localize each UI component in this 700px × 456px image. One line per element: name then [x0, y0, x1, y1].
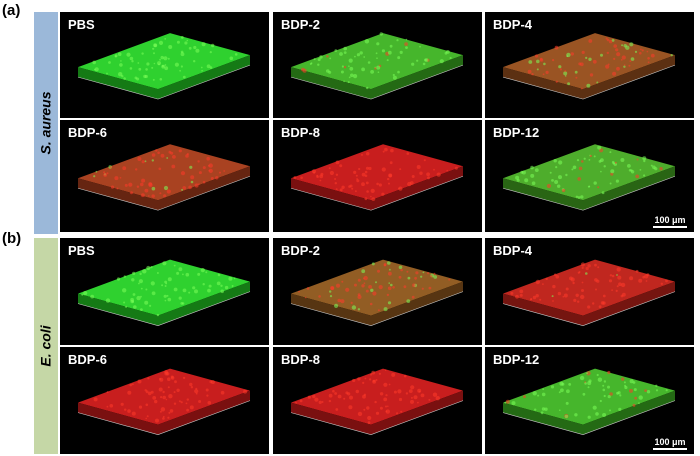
- biofilm-3d-render: [290, 32, 464, 100]
- biofilm-3d-render: [502, 144, 676, 211]
- organism-label: S. aureus: [38, 91, 54, 155]
- tile-label: BDP-8: [281, 352, 321, 367]
- micrograph-tile: PBS: [60, 12, 269, 118]
- micrograph-tile: BDP-4: [485, 12, 694, 118]
- tile-label: BDP-8: [281, 125, 321, 140]
- scale-bar-label: 100 μm: [654, 215, 686, 225]
- side-bar-s-aureus: S. aureus: [34, 12, 58, 234]
- micrograph-tile: BDP-8: [273, 347, 482, 454]
- tile-label: BDP-2: [281, 243, 321, 258]
- tile-label: BDP-12: [493, 125, 540, 140]
- tile-label: BDP-6: [68, 125, 108, 140]
- tile-label: PBS: [68, 17, 95, 32]
- biofilm-3d-render: [77, 144, 251, 211]
- micrograph-tile: BDP-12 100 μm: [485, 120, 694, 232]
- tile-label: PBS: [68, 243, 95, 258]
- panel-a-label: (a): [2, 2, 21, 19]
- biofilm-3d-render: [502, 368, 676, 435]
- biofilm-3d-render: [290, 259, 464, 326]
- tile-label: BDP-2: [281, 17, 321, 32]
- micrograph-tile: BDP-6: [60, 347, 269, 454]
- tile-label: BDP-4: [493, 243, 533, 258]
- tile-label: BDP-4: [493, 17, 533, 32]
- micrograph-tile: PBS: [60, 238, 269, 345]
- scale-bar-label: 100 μm: [654, 437, 686, 447]
- panel-b-label: (b): [2, 230, 22, 247]
- biofilm-3d-render: [77, 259, 251, 326]
- scale-bar-line: [653, 448, 687, 450]
- micrograph-tile: BDP-6: [60, 120, 269, 232]
- side-bar-e-coli: E. coli: [34, 238, 58, 454]
- micrograph-tile: BDP-12 100 μm: [485, 347, 694, 454]
- scale-bar: 100 μm: [650, 215, 690, 228]
- biofilm-3d-render: [77, 368, 251, 435]
- biofilm-3d-render: [290, 368, 464, 435]
- tile-label: BDP-6: [68, 352, 108, 367]
- scale-bar: 100 μm: [650, 437, 690, 450]
- biofilm-3d-render: [77, 33, 251, 100]
- tile-label: BDP-12: [493, 352, 540, 367]
- biofilm-3d-render: [290, 144, 464, 211]
- micrograph-tile: BDP-8: [273, 120, 482, 232]
- micrograph-tile: BDP-2: [273, 238, 482, 345]
- micrograph-tile: BDP-4: [485, 238, 694, 345]
- organism-label: E. coli: [38, 325, 55, 367]
- scale-bar-line: [653, 226, 687, 228]
- biofilm-3d-render: [502, 259, 676, 326]
- biofilm-3d-render: [502, 33, 676, 100]
- micrograph-tile: BDP-2: [273, 12, 482, 118]
